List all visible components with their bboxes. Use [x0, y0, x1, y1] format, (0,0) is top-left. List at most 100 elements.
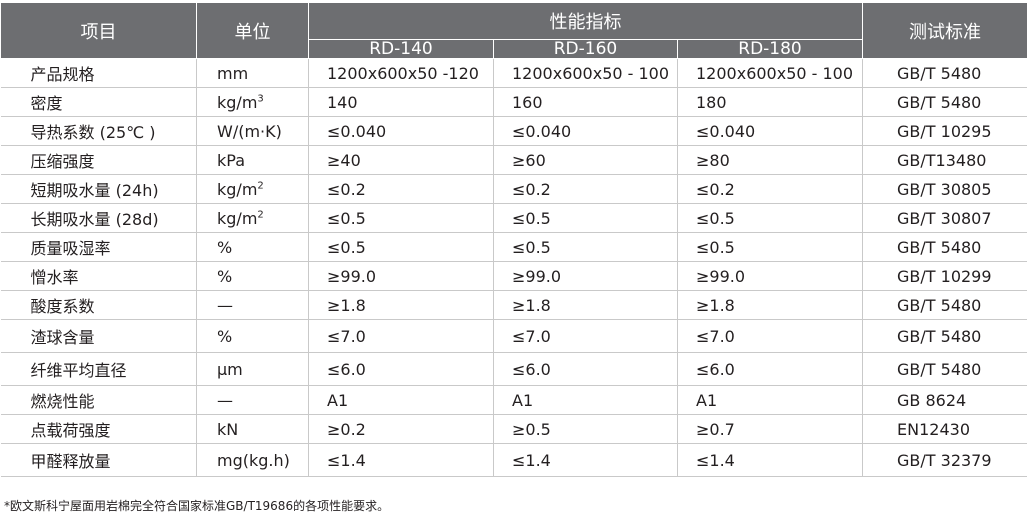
row-test-standard: GB/T 10299: [862, 261, 1027, 291]
row-value-rd160: ≤0.5: [493, 232, 678, 262]
table-row: 酸度系数 — ≥1.8 ≥1.8 ≥1.8 GB/T 5480: [0, 290, 1027, 320]
row-value-rd140-text: ≤0.040: [327, 121, 387, 141]
table-row: 质量吸湿率% ≤0.5 ≤0.5 ≤0.5 GB/T 5480: [0, 232, 1027, 262]
row-value-rd140: ≤0.040: [308, 116, 494, 146]
row-value-rd180-text: ≥0.7: [696, 419, 735, 439]
row-item-name: 短期吸水量 (24h): [0, 174, 197, 204]
table-row: 甲醛释放量 mg(kg.h) ≤1.4 ≤1.4 ≤1.4 GB/T 32379: [0, 443, 1027, 477]
row-value-rd140: ≤0.5: [308, 203, 494, 233]
header-unit: 单位: [196, 2, 309, 59]
header-standard: 测试标准: [862, 2, 1027, 59]
row-item-name-text: 渣球含量: [30, 328, 95, 347]
row-test-standard: GB/T 10295: [862, 116, 1027, 146]
row-test-standard: GB/T 5480: [862, 290, 1027, 320]
row-item-name: 压缩强度: [0, 145, 197, 175]
row-test-standard-text: GB/T 30807: [897, 208, 992, 228]
row-item-name-text: 酸度系数: [30, 297, 95, 316]
row-value-rd140: ≤0.5: [308, 232, 494, 262]
row-value-rd160-text: A1: [512, 390, 534, 410]
row-value-rd160: ≤0.040: [493, 116, 678, 146]
header-grade-rd160: RD-160: [493, 39, 678, 59]
row-unit-text: mg(kg.h): [217, 450, 290, 470]
row-unit-text: μm: [217, 359, 243, 379]
row-unit-text: kPa: [217, 150, 245, 170]
row-unit-text: —: [217, 390, 233, 410]
row-value-rd180: ≤0.5: [677, 232, 864, 262]
row-test-standard-text: GB/T 5480: [897, 92, 982, 112]
row-value-rd180: ≤1.4: [677, 443, 864, 477]
row-item-name-text: 憎水率: [30, 268, 79, 287]
row-test-standard-text: GB/T 5480: [897, 237, 982, 257]
row-item-name: 导热系数 (25℃ ): [0, 116, 197, 146]
row-item-name-text: 压缩强度: [30, 152, 95, 171]
row-unit-text: W/(m·K): [217, 121, 282, 141]
row-item-name-text: 长期吸水量 (28d): [30, 210, 159, 229]
row-value-rd180: 180: [677, 87, 864, 117]
row-value-rd180-text: ≤0.5: [696, 237, 735, 257]
row-item-name: 燃烧性能: [0, 385, 197, 415]
row-unit: —: [196, 385, 309, 415]
unit-exponent: 2: [257, 209, 264, 221]
row-value-rd160: ≥60: [493, 145, 678, 175]
row-unit-text: mm: [217, 63, 249, 83]
row-value-rd160-text: ≤7.0: [512, 326, 551, 346]
row-item-name: 憎水率: [0, 261, 197, 291]
table-row: 短期吸水量 (24h) kg/m2 ≤0.2 ≤0.2 ≤0.2 GB/T 30805: [0, 174, 1027, 204]
row-item-name: 纤维平均直径: [0, 352, 197, 386]
row-item-name-text: 产品规格: [30, 65, 95, 84]
row-value-rd160-text: ≥0.5: [512, 419, 551, 439]
row-unit: %: [196, 232, 309, 262]
table-row: 产品规格 mm 1200x600x50 -120 1200x600x50 - 100 1…: [0, 58, 1027, 88]
table-body: 产品规格 mm 1200x600x50 -120 1200x600x50 - 100 1…: [0, 58, 1027, 477]
row-test-standard-text: GB/T 32379: [897, 450, 992, 470]
row-unit: kPa: [196, 145, 309, 175]
row-value-rd180-text: ≤7.0: [696, 326, 735, 346]
row-value-rd180-text: ≤1.4: [696, 450, 735, 470]
row-value-rd180-text: A1: [696, 390, 718, 410]
row-item-name-text: 点载荷强度: [30, 421, 111, 440]
row-value-rd180-text: ≥99.0: [696, 266, 746, 286]
row-value-rd140-text: ≤0.5: [327, 208, 366, 228]
row-item-name-text: 导热系数 (25℃ ): [30, 123, 156, 142]
row-test-standard-text: GB/T 10299: [897, 266, 992, 286]
row-unit-text: kg/m: [217, 179, 258, 199]
row-test-standard: GB/T 5480: [862, 58, 1027, 88]
row-value-rd140: ≤0.2: [308, 174, 494, 204]
row-value-rd140: A1: [308, 385, 494, 415]
row-value-rd160: ≤0.5: [493, 203, 678, 233]
row-value-rd140-text: ≤6.0: [327, 359, 366, 379]
table-row: 点载荷强度 kN ≥0.2 ≥0.5 ≥0.7 EN12430: [0, 414, 1027, 444]
row-value-rd160: A1: [493, 385, 678, 415]
row-test-standard: GB/T 32379: [862, 443, 1027, 477]
row-test-standard-text: GB/T 30805: [897, 179, 992, 199]
row-unit: μm: [196, 352, 309, 386]
row-value-rd180-text: ≤0.040: [696, 121, 756, 141]
row-item-name-text: 纤维平均直径: [30, 361, 127, 380]
row-value-rd180-text: ≤6.0: [696, 359, 735, 379]
row-item-name-text: 甲醛释放量: [30, 452, 111, 471]
row-test-standard-text: GB/T 5480: [897, 63, 982, 83]
row-value-rd160: ≥0.5: [493, 414, 678, 444]
row-value-rd140: ≤7.0: [308, 319, 494, 353]
row-value-rd160-text: ≥99.0: [512, 266, 562, 286]
row-value-rd160: ≤7.0: [493, 319, 678, 353]
header-grade-rd140: RD-140: [308, 39, 494, 59]
row-unit-text: kN: [217, 419, 239, 439]
row-value-rd140-text: ≥40: [327, 150, 361, 170]
row-value-rd140-text: ≤0.5: [327, 237, 366, 257]
row-value-rd160-text: ≤6.0: [512, 359, 551, 379]
row-value-rd180: ≥99.0: [677, 261, 864, 291]
row-value-rd140-text: 140: [327, 92, 358, 112]
row-value-rd140: 1200x600x50 -120: [308, 58, 494, 88]
row-unit-text: %: [217, 266, 233, 286]
row-value-rd140-text: A1: [327, 390, 349, 410]
row-value-rd180: ≤0.5: [677, 203, 864, 233]
row-value-rd160: ≥1.8: [493, 290, 678, 320]
row-item-name: 酸度系数: [0, 290, 197, 320]
header-performance: 性能指标: [307, 2, 864, 40]
table-row: 纤维平均直径 μm ≤6.0 ≤6.0 ≤6.0 GB/T 5480: [0, 352, 1027, 386]
table-row: 压缩强度 kPa ≥40 ≥60 ≥80 GB/T13480: [0, 145, 1027, 175]
table-row: 燃烧性能 — A1 A1 A1 GB 8624: [0, 385, 1027, 415]
row-value-rd140-text: ≤0.2: [327, 179, 366, 199]
unit-exponent: 3: [257, 93, 264, 105]
